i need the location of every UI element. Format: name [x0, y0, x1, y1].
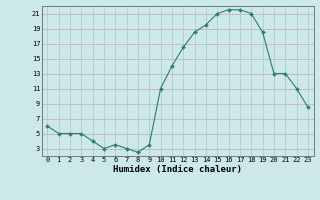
X-axis label: Humidex (Indice chaleur): Humidex (Indice chaleur) — [113, 165, 242, 174]
